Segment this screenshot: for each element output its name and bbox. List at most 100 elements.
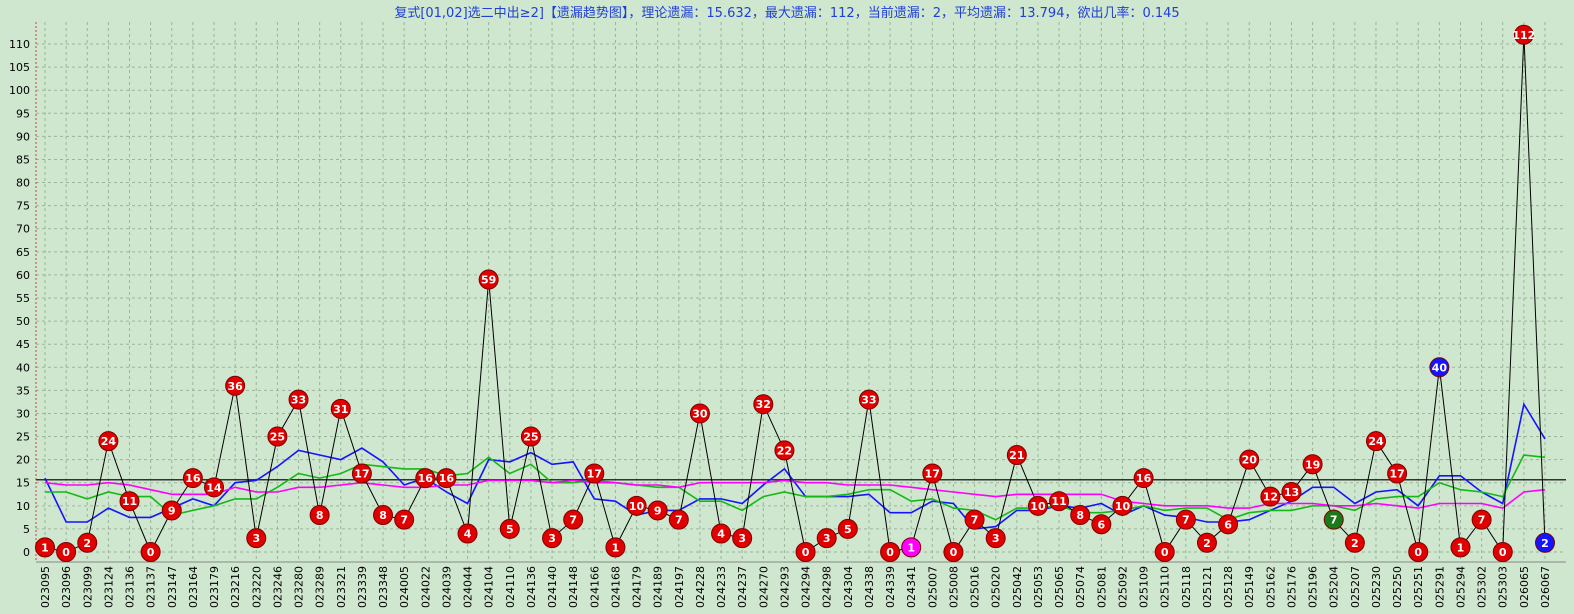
data-point xyxy=(35,537,55,558)
x-tick-label: 024294 xyxy=(800,566,813,608)
x-tick-label: 025149 xyxy=(1243,566,1256,608)
data-point xyxy=(56,542,77,562)
data-point xyxy=(499,518,520,539)
data-label: 33 xyxy=(861,394,876,407)
data-label: 14 xyxy=(206,481,222,494)
data-point xyxy=(1175,509,1196,530)
data-label: 2 xyxy=(1541,537,1549,550)
data-label: 0 xyxy=(147,546,155,559)
data-label: 6 xyxy=(1224,518,1232,531)
data-label: 8 xyxy=(316,509,324,522)
data-point xyxy=(288,389,309,410)
data-label: 7 xyxy=(400,514,408,527)
data-point xyxy=(520,426,541,447)
data-point xyxy=(204,477,225,498)
y-tick-label: 110 xyxy=(9,38,30,51)
data-label: 7 xyxy=(569,514,577,527)
data-point xyxy=(901,537,922,558)
data-point xyxy=(1492,542,1513,562)
data-label: 0 xyxy=(950,546,958,559)
data-label: 25 xyxy=(523,431,538,444)
plot-background xyxy=(36,22,1566,562)
x-tick-label: 024270 xyxy=(757,566,770,608)
data-point xyxy=(77,532,98,553)
data-point xyxy=(774,440,795,461)
data-label: 31 xyxy=(333,403,348,416)
x-tick-label: 024304 xyxy=(842,566,855,608)
x-tick-label: 024298 xyxy=(821,566,834,608)
data-point xyxy=(689,403,710,424)
y-tick-label: 75 xyxy=(16,200,30,213)
x-tick-label: 025042 xyxy=(1011,566,1024,608)
y-tick-label: 35 xyxy=(16,384,30,397)
x-tick-label: 023096 xyxy=(60,566,73,608)
data-label: 112 xyxy=(1512,29,1535,42)
x-tick-label: 023179 xyxy=(208,566,221,608)
data-label: 1 xyxy=(41,541,49,554)
x-tick-label: 025109 xyxy=(1138,566,1151,608)
data-point xyxy=(1365,431,1386,452)
y-tick-label: 40 xyxy=(16,361,30,374)
x-tick-label: 024341 xyxy=(905,566,918,608)
data-label: 0 xyxy=(1414,546,1422,559)
x-tick-label: 023136 xyxy=(124,566,137,608)
x-tick-label: 025230 xyxy=(1370,566,1383,608)
data-label: 9 xyxy=(168,504,176,517)
data-label: 11 xyxy=(122,495,137,508)
data-label: 2 xyxy=(83,537,91,550)
x-tick-label: 025251 xyxy=(1412,566,1425,608)
x-tick-label: 026067 xyxy=(1539,566,1552,608)
data-label: 1 xyxy=(1457,541,1465,554)
data-point xyxy=(1218,514,1239,535)
data-label: 3 xyxy=(548,532,556,545)
x-tick-label: 025008 xyxy=(947,566,960,608)
data-label: 0 xyxy=(886,546,894,559)
data-label: 3 xyxy=(738,532,746,545)
data-point xyxy=(816,528,837,549)
x-tick-label: 025303 xyxy=(1497,566,1510,608)
data-label: 10 xyxy=(1115,500,1131,513)
x-tick-label: 024166 xyxy=(588,566,601,608)
x-tick-label: 025110 xyxy=(1159,566,1172,608)
y-tick-label: 30 xyxy=(16,407,30,420)
x-tick-label: 024293 xyxy=(778,566,791,608)
data-point xyxy=(1027,495,1048,516)
data-label: 33 xyxy=(291,394,306,407)
data-point xyxy=(330,398,351,419)
data-label: 59 xyxy=(481,274,496,287)
data-point xyxy=(584,463,605,484)
y-tick-label: 60 xyxy=(16,269,30,282)
y-tick-label: 45 xyxy=(16,338,30,351)
data-label: 7 xyxy=(1182,514,1190,527)
x-tick-label: 024339 xyxy=(884,566,897,608)
data-label: 3 xyxy=(992,532,1000,545)
x-tick-label: 023339 xyxy=(356,566,369,608)
x-tick-label: 023216 xyxy=(229,566,242,608)
data-point xyxy=(1513,24,1534,45)
x-tick-label: 023095 xyxy=(39,566,52,608)
x-tick-label: 024044 xyxy=(462,566,475,608)
x-tick-label: 024039 xyxy=(440,566,453,608)
data-point xyxy=(457,523,478,544)
x-tick-label: 025162 xyxy=(1264,566,1277,608)
x-tick-label: 024237 xyxy=(736,566,749,608)
data-point xyxy=(1535,532,1555,553)
data-point xyxy=(943,542,964,562)
x-tick-label: 025121 xyxy=(1201,566,1214,608)
data-label: 3 xyxy=(252,532,260,545)
data-point xyxy=(837,518,858,539)
x-tick-label: 025020 xyxy=(990,566,1003,608)
x-tick-label: 025053 xyxy=(1032,566,1045,608)
data-label: 4 xyxy=(717,528,725,541)
x-tick-label: 023099 xyxy=(81,566,94,608)
y-tick-label: 105 xyxy=(9,61,30,74)
x-tick-label: 025007 xyxy=(926,566,939,608)
series-line-2 xyxy=(45,454,1546,521)
x-tick-label: 025176 xyxy=(1285,566,1298,608)
data-label: 12 xyxy=(1263,491,1278,504)
data-label: 17 xyxy=(354,467,369,480)
y-tick-label: 20 xyxy=(16,454,30,467)
x-tick-label: 024005 xyxy=(398,566,411,608)
data-point xyxy=(309,505,330,526)
x-tick-label: 023124 xyxy=(102,566,115,608)
